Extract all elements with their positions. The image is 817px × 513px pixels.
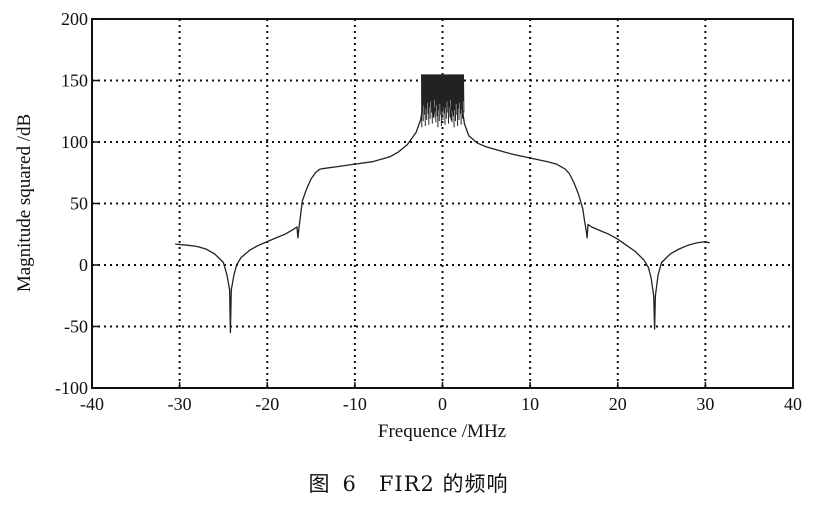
x-tick-label: 40	[784, 394, 802, 414]
x-tick-label: -20	[255, 394, 279, 414]
y-tick-label: -50	[64, 317, 88, 337]
y-axis-tick-labels: -100 -50 0 50 100 150 200	[55, 9, 88, 398]
x-tick-label: 20	[609, 394, 627, 414]
caption-text: FIR2 的频响	[378, 472, 509, 496]
x-tick-label: -30	[168, 394, 192, 414]
y-tick-label: 0	[79, 255, 88, 275]
caption-prefix: 图	[308, 472, 331, 496]
x-tick-label: -40	[80, 394, 104, 414]
passband-ripple	[421, 74, 465, 128]
figure-caption: 图 6 FIR2 的频响	[0, 468, 817, 498]
x-axis-title: Frequence /MHz	[378, 421, 506, 442]
y-tick-label: 200	[61, 9, 88, 29]
y-tick-label: 50	[70, 194, 88, 214]
y-tick-label: 100	[61, 132, 88, 152]
x-tick-label: -10	[343, 394, 367, 414]
axis-ticks	[91, 18, 794, 389]
x-axis-tick-labels: -40 -30 -20 -10 0 10 20 30 40	[80, 394, 802, 414]
x-tick-label: 30	[696, 394, 714, 414]
x-tick-label: 10	[521, 394, 539, 414]
caption-number: 6	[342, 472, 357, 496]
grid-lines	[92, 19, 793, 388]
frequency-response-chart: -40 -30 -20 -10 0 10 20 30 40 -100-5005010015020…	[14, 9, 802, 442]
x-tick-label: 0	[438, 394, 447, 414]
y-axis-title: Magnitude squared /dB	[14, 114, 35, 292]
y-tick-label: -100	[55, 378, 88, 398]
passband-ripple-band	[421, 74, 465, 128]
y-tick-label: 150	[61, 71, 88, 91]
